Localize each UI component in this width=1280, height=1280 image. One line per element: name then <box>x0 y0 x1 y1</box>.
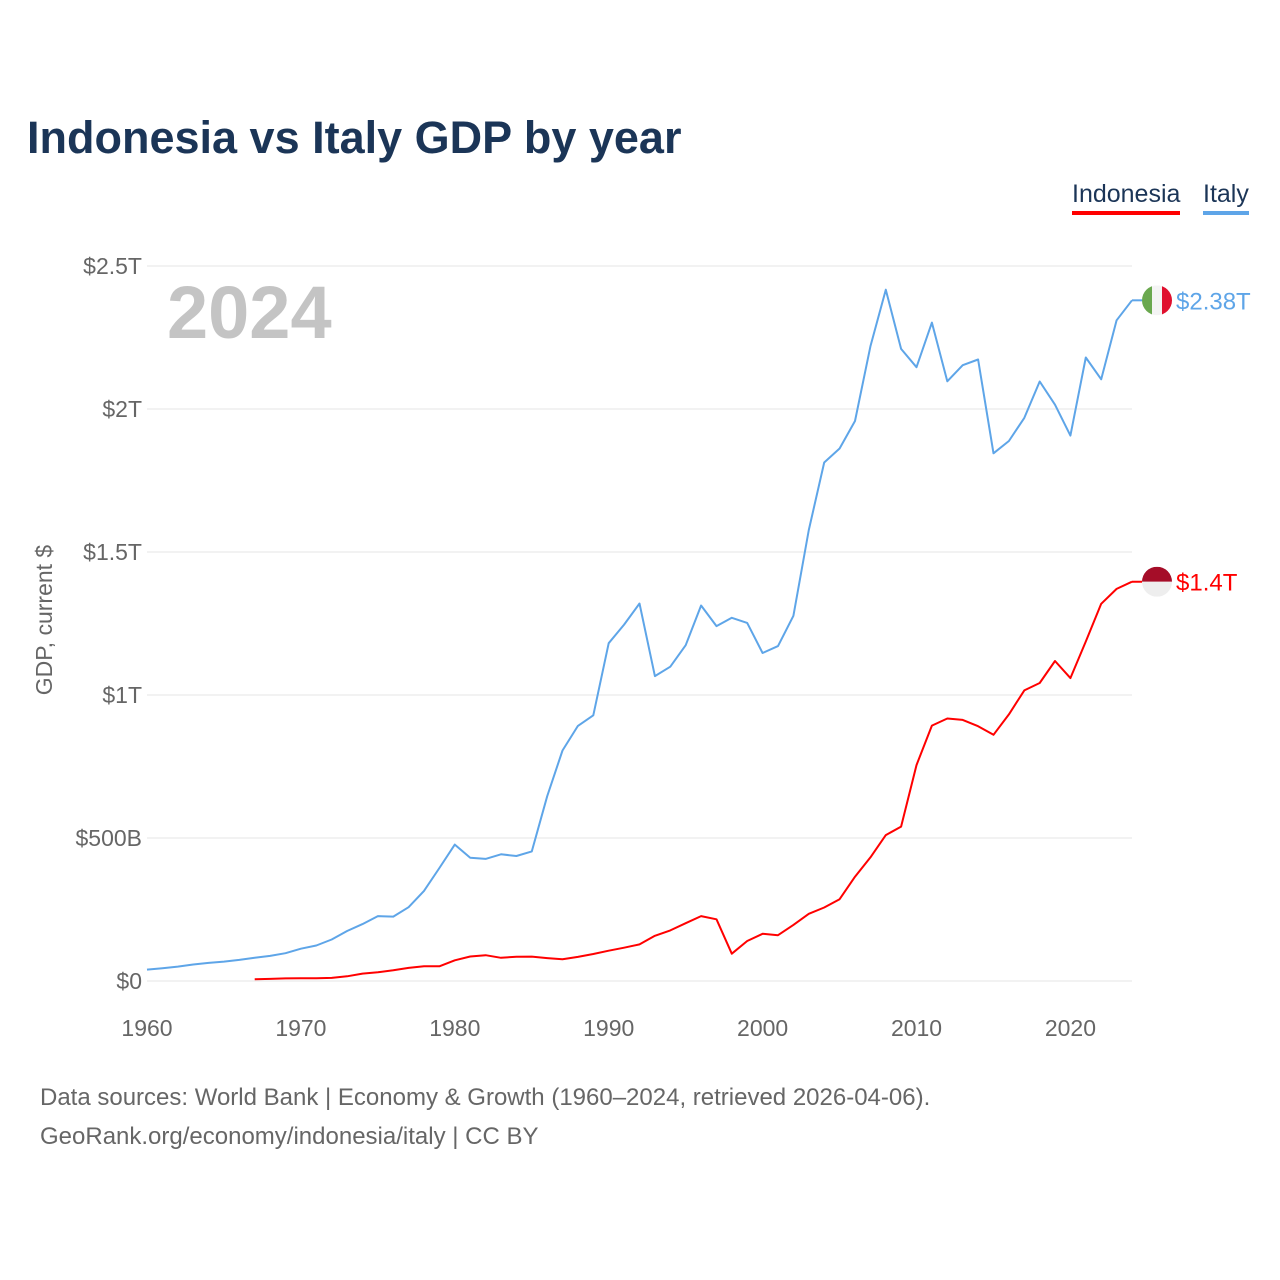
y-tick-label: $1.5T <box>83 539 142 565</box>
legend-italy[interactable]: Italy <box>1203 180 1249 215</box>
indonesia-flag-icon <box>1142 566 1172 597</box>
footer-sources: Data sources: World Bank | Economy & Gro… <box>40 1084 931 1111</box>
italy-flag-icon <box>1142 285 1172 316</box>
x-tick-label: 2020 <box>1045 1015 1096 1041</box>
y-tick-label: $1T <box>102 682 142 708</box>
y-tick-label: $2T <box>102 396 142 422</box>
chart-title: Indonesia vs Italy GDP by year <box>27 112 682 163</box>
x-tick-label: 1990 <box>583 1015 634 1041</box>
end-value-label: $1.4T <box>1176 570 1238 597</box>
y-tick-label: $2.5T <box>83 253 142 279</box>
footer-link[interactable]: GeoRank.org/economy/indonesia/italy | CC… <box>40 1123 539 1150</box>
y-tick-label: $0 <box>116 968 142 994</box>
x-tick-label: 1980 <box>429 1015 480 1041</box>
x-tick-label: 1960 <box>121 1015 172 1041</box>
y-axis-label: GDP, current $ <box>31 545 57 696</box>
end-value-label: $2.38T <box>1176 288 1251 315</box>
year-watermark: 2024 <box>167 271 332 354</box>
x-tick-label: 2000 <box>737 1015 788 1041</box>
x-tick-label: 1970 <box>275 1015 326 1041</box>
y-tick-label: $500B <box>75 825 142 851</box>
legend-indonesia[interactable]: Indonesia <box>1072 180 1181 215</box>
series-line-indonesia <box>254 580 1133 981</box>
x-tick-label: 2010 <box>891 1015 942 1041</box>
series-line-italy <box>146 288 1133 971</box>
